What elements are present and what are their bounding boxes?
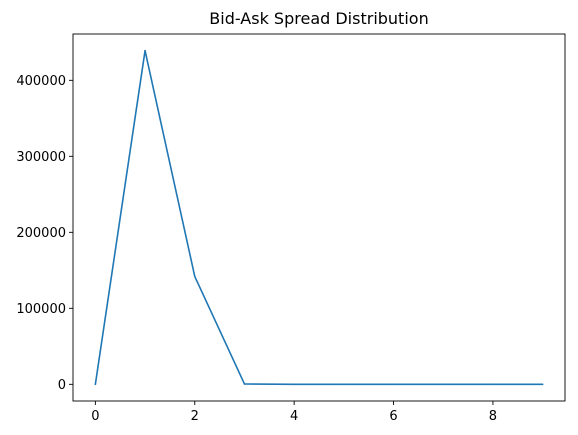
data-point bbox=[243, 383, 246, 385]
data-point bbox=[343, 383, 345, 386]
y-tick-label: 100000 bbox=[16, 302, 66, 317]
x-tick-label: 4 bbox=[290, 409, 298, 424]
x-axis: 0 2 4 6 8 bbox=[91, 401, 497, 424]
data-point bbox=[541, 383, 544, 386]
data-point bbox=[392, 383, 395, 386]
data-point bbox=[442, 383, 445, 386]
y-tick-label: 200000 bbox=[16, 226, 66, 241]
y-tick-label: 300000 bbox=[16, 150, 66, 165]
x-tick-label: 2 bbox=[191, 409, 199, 424]
data-points bbox=[94, 49, 544, 386]
data-point bbox=[293, 383, 295, 386]
series-line bbox=[94, 49, 543, 386]
x-tick-label: 6 bbox=[389, 409, 397, 424]
data-point bbox=[94, 383, 97, 386]
y-tick-label: 0 bbox=[58, 378, 66, 393]
data-point bbox=[193, 275, 196, 278]
chart-title: Bid-Ask Spread Distribution bbox=[209, 9, 428, 28]
data-point bbox=[492, 383, 494, 386]
data-point bbox=[144, 49, 146, 52]
y-axis: 0 100000 200000 300000 400000 bbox=[16, 74, 73, 393]
x-tick-label: 8 bbox=[489, 409, 497, 424]
x-tick-label: 0 bbox=[91, 409, 99, 424]
y-tick-label: 400000 bbox=[16, 74, 66, 89]
plot-frame bbox=[72, 33, 566, 402]
